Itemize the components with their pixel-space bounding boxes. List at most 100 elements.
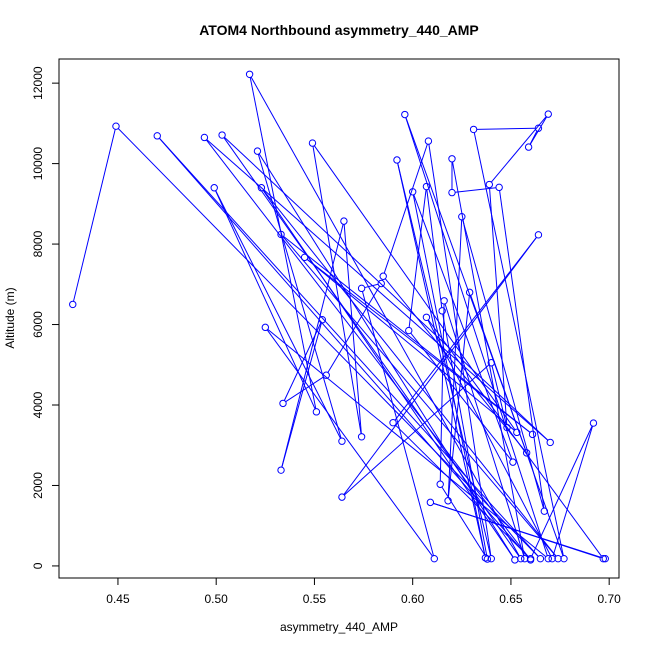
data-point [503,423,511,432]
data-point [544,110,552,118]
series-segment [426,189,443,308]
series-segment [529,116,548,145]
series-segment [473,132,564,556]
data-point [554,554,562,563]
series-segment [397,162,486,555]
data-point [599,554,607,563]
data-point [279,399,287,408]
x-tick-label: 0.55 [303,592,327,606]
data-point [520,554,529,563]
y-tick-label: 4000 [31,391,45,418]
y-axis: 0 2000 4000 6000 8000 10000 12000 [31,66,60,569]
data-point [534,231,543,239]
data-point [495,183,503,192]
series-segment [159,137,539,557]
series-segment [531,425,593,556]
data-point [483,555,492,563]
series-layer [69,70,609,564]
data-point [513,428,521,437]
data-point [357,284,366,293]
series-segment [444,303,525,556]
data-point [112,122,120,130]
series-segment [313,145,516,431]
series-segment [327,285,381,373]
y-tick-label: 0 [31,562,45,569]
series-segment [285,376,324,403]
series-segment [427,319,552,557]
data-point [422,182,431,191]
series-segment [215,190,316,410]
series-segment [442,313,488,557]
data-point [69,300,77,309]
data-point [318,316,326,324]
data-point [536,554,545,563]
data-point [277,466,285,474]
data-point [601,554,609,563]
series-segment [499,190,545,509]
data-point [424,137,433,145]
series-segment [249,77,317,409]
data-point [526,554,535,563]
data-point [308,139,317,147]
series-segment [266,329,433,557]
series-segment [447,219,463,498]
data-point [481,554,490,562]
data-point [218,131,226,139]
data-point [210,184,218,192]
series-segment [306,258,515,431]
series-segment [405,117,548,556]
data-point [245,70,254,78]
data-point [338,493,346,501]
data-point [405,326,413,335]
series-segment [258,153,514,558]
data-point [448,188,456,197]
series-segment [491,365,507,425]
x-axis: 0.45 0.50 0.55 0.60 0.65 0.70 [106,577,621,606]
series-segment [158,137,529,558]
series-segment [433,502,603,559]
series-segment [462,219,544,509]
series-segment [441,486,487,557]
series-segment [361,291,434,556]
series-segment [343,237,537,495]
series-segment [413,194,513,460]
series-segment [427,319,602,557]
data-point [430,554,438,563]
series-segment [282,236,557,557]
data-point [548,554,556,563]
series-segment [283,322,322,401]
series-segment [343,224,362,434]
series-segment [439,303,445,482]
series-segment [283,236,531,433]
x-tick-label: 0.65 [499,592,523,606]
data-point [440,297,448,305]
x-tick-label: 0.70 [597,592,621,606]
data-point [487,359,495,367]
series-segment [490,116,547,183]
series-segment [223,137,520,557]
series-segment [250,76,520,557]
series-segment [306,258,531,433]
data-point [444,497,452,505]
data-point [522,449,531,457]
series-segment [281,224,344,468]
series-segment [364,283,379,289]
data-point [436,480,444,488]
data-point [322,371,330,379]
data-point [422,313,431,321]
y-axis-label: Altitude (m) [3,287,17,348]
data-point [393,156,401,164]
data-point [540,507,549,515]
data-point [511,556,519,564]
x-tick-label: 0.60 [401,592,425,606]
data-point [524,143,533,151]
series-segment [281,322,322,468]
data-point [200,133,209,142]
data-point [560,554,568,563]
data-point [261,323,270,332]
data-point [534,124,543,132]
data-point [340,217,348,225]
series-segment [476,127,536,130]
data-point [408,188,417,196]
data-point [389,419,397,427]
